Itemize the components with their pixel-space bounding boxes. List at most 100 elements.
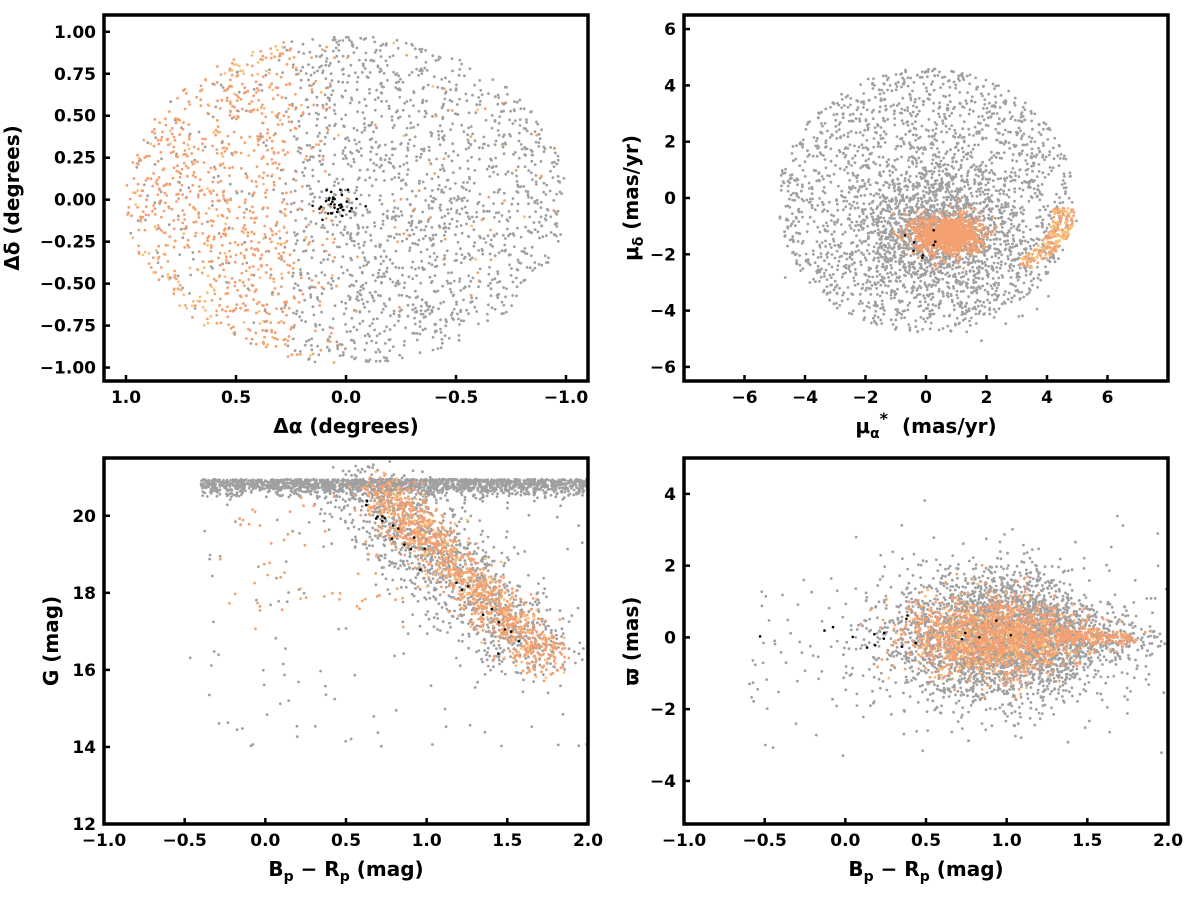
data-point — [272, 188, 276, 192]
data-point — [297, 119, 301, 123]
data-point — [522, 107, 526, 111]
data-point — [248, 329, 252, 332]
data-point — [381, 223, 385, 226]
data-point — [914, 120, 917, 124]
data-point — [387, 338, 391, 342]
data-point — [910, 114, 913, 118]
data-point — [259, 256, 263, 260]
data-point — [347, 36, 350, 39]
data-point — [795, 231, 798, 235]
data-point — [478, 234, 482, 238]
data-point — [926, 70, 930, 73]
data-point — [1006, 234, 1009, 238]
data-point — [810, 206, 814, 210]
data-point — [1007, 89, 1011, 93]
data-point — [1020, 181, 1024, 185]
data-point — [367, 360, 370, 363]
data-point — [874, 321, 877, 324]
data-point — [539, 200, 543, 204]
data-point — [414, 310, 417, 314]
data-point — [176, 117, 180, 121]
data-point — [1033, 140, 1037, 144]
data-point — [816, 116, 820, 119]
data-point — [458, 212, 462, 216]
data-point — [226, 305, 229, 309]
data-point — [862, 202, 866, 206]
data-point — [832, 214, 836, 218]
data-point — [233, 241, 237, 244]
data-point — [350, 96, 353, 100]
data-point — [811, 154, 815, 158]
data-point — [215, 313, 219, 317]
data-point — [979, 193, 982, 197]
data-point — [914, 165, 918, 168]
data-point — [281, 148, 285, 152]
data-point — [832, 240, 836, 243]
data-point — [147, 262, 151, 265]
data-point — [326, 86, 330, 89]
data-point — [958, 114, 962, 117]
data-point — [247, 278, 251, 281]
data-point — [147, 251, 151, 255]
data-point — [801, 168, 805, 172]
data-point — [515, 174, 518, 178]
data-point — [919, 315, 923, 319]
data-point — [540, 174, 543, 178]
data-point — [286, 344, 290, 348]
data-point — [842, 265, 846, 268]
data-point — [410, 189, 414, 193]
data-point — [472, 220, 476, 224]
data-point — [363, 240, 366, 244]
data-point — [821, 124, 824, 128]
data-point — [1021, 143, 1025, 147]
data-point — [356, 75, 360, 79]
data-point — [291, 274, 294, 278]
data-point — [447, 271, 450, 275]
data-point — [912, 126, 916, 130]
data-point — [186, 154, 189, 158]
data-point — [826, 209, 829, 213]
data-point — [236, 243, 240, 247]
data-point — [381, 219, 385, 223]
data-point — [921, 274, 925, 277]
data-point — [882, 91, 886, 95]
data-point — [998, 106, 1002, 109]
data-point — [786, 184, 790, 188]
data-point — [243, 256, 247, 260]
data-point — [924, 86, 928, 90]
data-point — [362, 64, 365, 68]
data-point — [226, 198, 229, 202]
data-point — [459, 247, 462, 251]
data-point — [362, 122, 366, 126]
data-point — [1058, 157, 1062, 160]
data-point — [173, 138, 177, 142]
data-point — [464, 188, 468, 192]
data-point — [277, 256, 281, 260]
data-point — [214, 128, 218, 132]
data-point — [965, 174, 969, 178]
data-point — [816, 147, 819, 150]
data-point — [556, 175, 560, 178]
data-point — [211, 180, 215, 184]
data-point — [185, 225, 188, 228]
data-point — [917, 276, 920, 280]
data-point — [523, 247, 527, 250]
data-point — [438, 206, 442, 210]
data-point — [423, 66, 427, 70]
data-point — [287, 120, 291, 124]
data-point — [908, 301, 912, 305]
data-point — [215, 81, 219, 84]
data-point — [163, 231, 167, 235]
data-point — [199, 104, 203, 108]
data-point — [350, 316, 354, 320]
data-point — [239, 136, 243, 139]
data-point — [384, 153, 388, 157]
data-point — [286, 355, 290, 358]
data-point — [835, 292, 839, 296]
data-point — [897, 202, 901, 205]
data-point — [945, 107, 949, 111]
data-point — [185, 92, 188, 95]
data-point — [371, 273, 375, 277]
data-point — [197, 250, 201, 254]
data-point — [296, 284, 300, 287]
